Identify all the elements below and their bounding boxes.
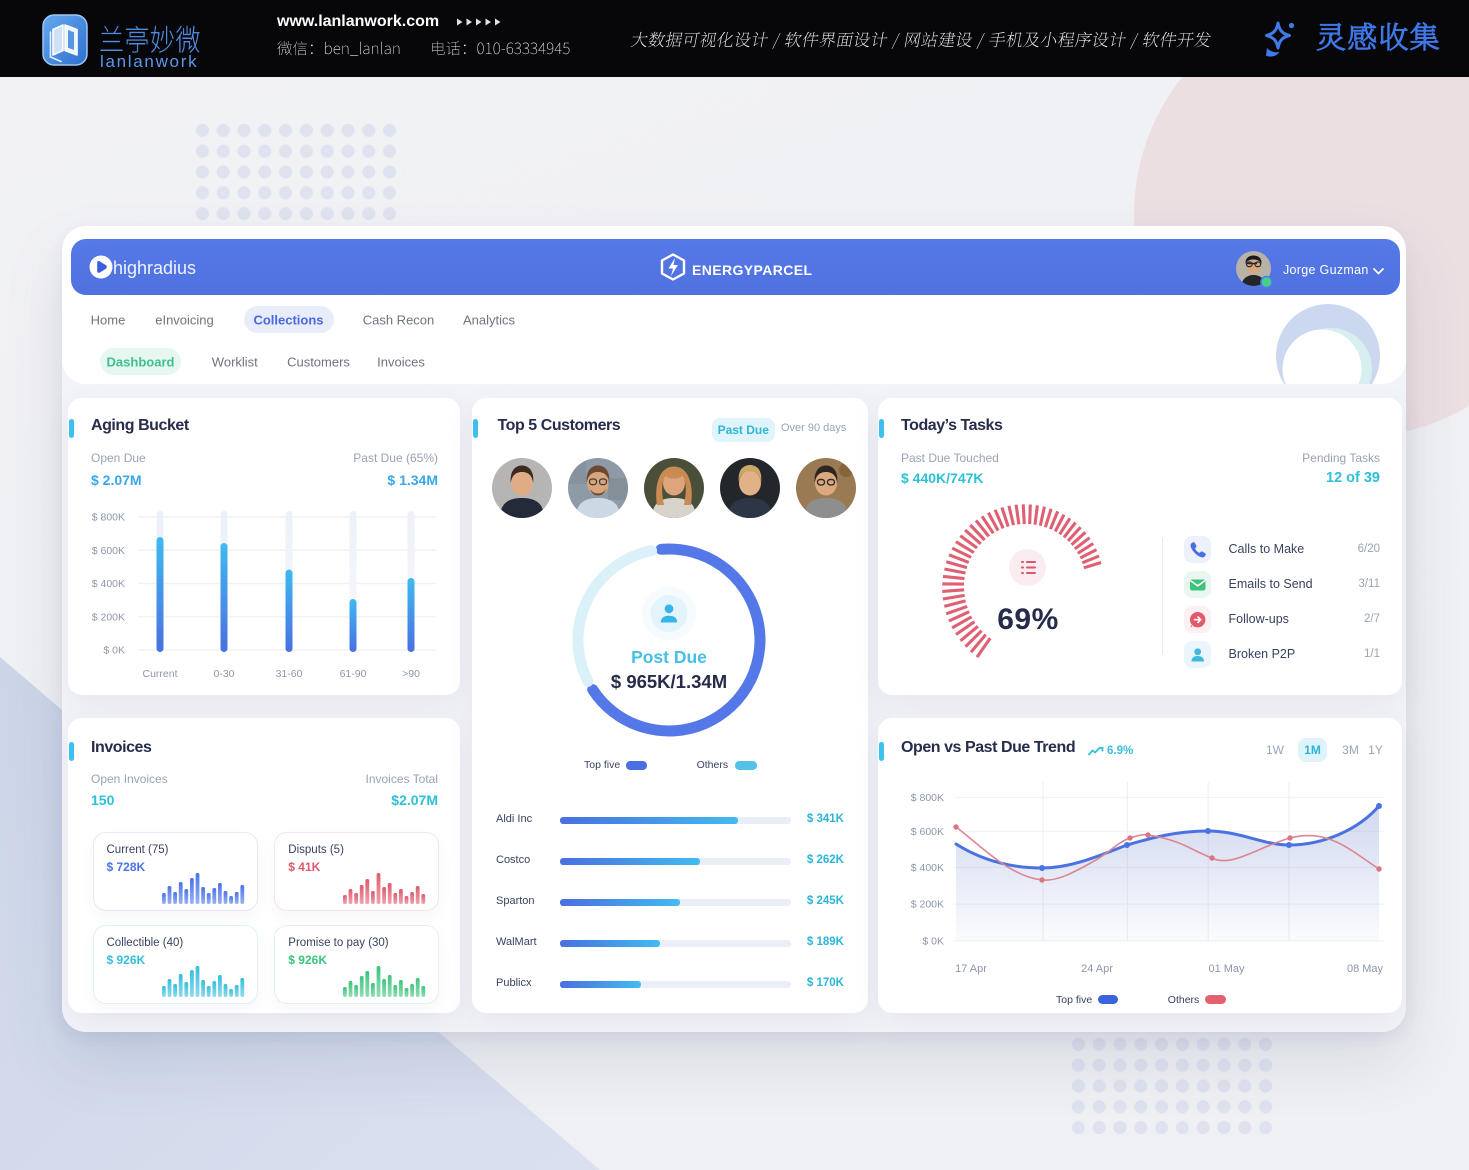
svg-text:>90: >90 [402,668,420,680]
svg-text:0-30: 0-30 [213,668,234,680]
svg-text:$ 200K: $ 200K [911,899,944,911]
svg-text:$ 400K: $ 400K [911,862,944,874]
svg-text:$ 0K: $ 0K [103,645,125,657]
svg-text:$ 600K: $ 600K [92,545,125,557]
svg-text:$ 600K: $ 600K [911,826,944,838]
svg-text:31-60: 31-60 [276,668,303,680]
svg-text:$ 400K: $ 400K [92,578,125,590]
svg-text:01 May: 01 May [1208,963,1245,975]
svg-text:17 Apr: 17 Apr [955,963,987,975]
svg-text:$ 800K: $ 800K [911,792,944,804]
svg-text:$ 200K: $ 200K [92,611,125,623]
svg-text:Current: Current [142,668,177,680]
svg-text:$ 800K: $ 800K [92,512,125,524]
svg-text:$ 0K: $ 0K [922,935,944,947]
svg-text:24 Apr: 24 Apr [1081,963,1113,975]
svg-text:61-90: 61-90 [340,668,367,680]
svg-text:08 May: 08 May [1347,963,1384,975]
